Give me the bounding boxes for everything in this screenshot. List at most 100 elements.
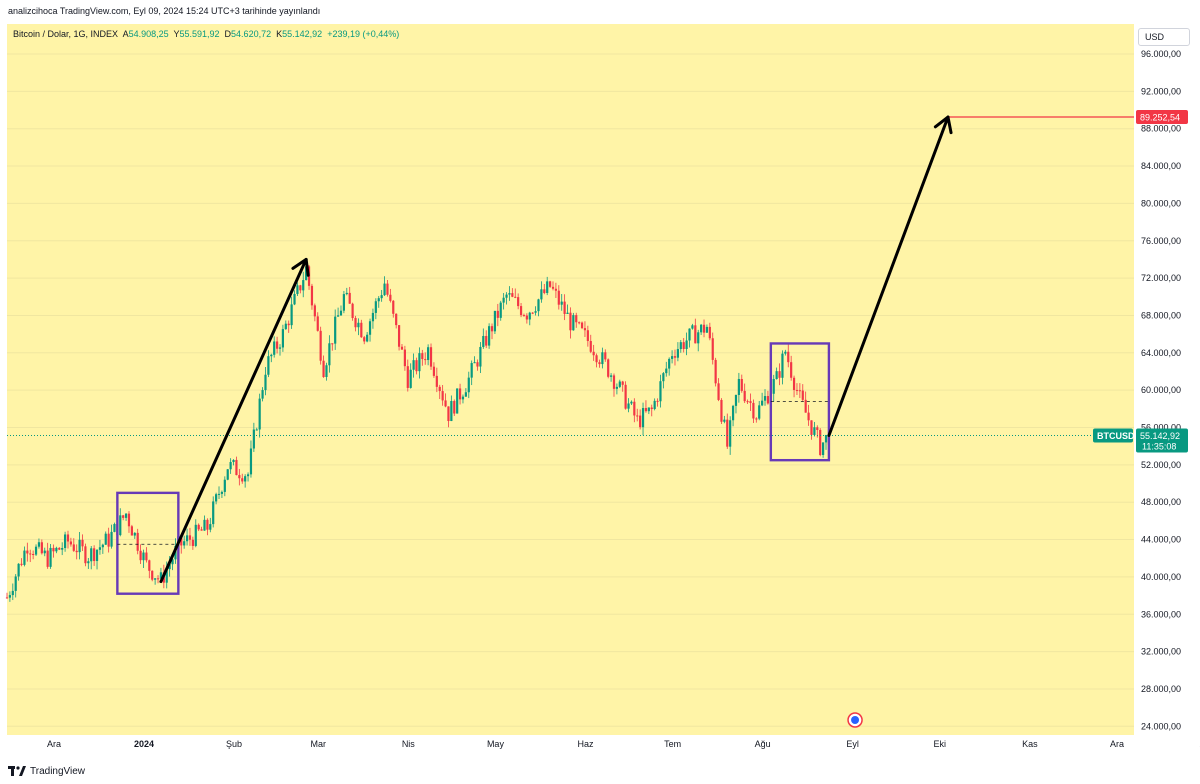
candle-body[interactable] <box>650 407 653 410</box>
candle-body[interactable] <box>490 326 494 332</box>
candle-body[interactable] <box>427 347 430 360</box>
candle-body[interactable] <box>583 328 587 331</box>
candle-body[interactable] <box>66 534 70 542</box>
candle-body[interactable] <box>339 310 343 316</box>
candle-body[interactable] <box>592 351 595 356</box>
candle-body[interactable] <box>531 312 534 314</box>
candle-body[interactable] <box>438 386 441 392</box>
candle-body[interactable] <box>723 419 726 422</box>
candle-body[interactable] <box>165 569 168 583</box>
candle-body[interactable] <box>20 563 23 565</box>
candle-body[interactable] <box>456 388 459 414</box>
candle-body[interactable] <box>511 293 514 297</box>
candle-body[interactable] <box>435 375 438 387</box>
candle-body[interactable] <box>32 554 35 556</box>
candle-body[interactable] <box>322 360 325 378</box>
candle-body[interactable] <box>636 415 639 417</box>
candle-body[interactable] <box>697 332 700 344</box>
candle-body[interactable] <box>734 394 738 406</box>
candle-body[interactable] <box>55 547 58 552</box>
candle-body[interactable] <box>415 360 418 372</box>
candle-body[interactable] <box>819 429 822 455</box>
candle-body[interactable] <box>485 335 488 346</box>
candle-body[interactable] <box>101 544 104 548</box>
candle-body[interactable] <box>296 285 299 294</box>
candle-body[interactable] <box>763 396 767 401</box>
candle-body[interactable] <box>293 293 296 305</box>
candle-body[interactable] <box>458 388 462 400</box>
candle-body[interactable] <box>792 377 796 390</box>
candle-body[interactable] <box>400 346 404 350</box>
candle-body[interactable] <box>267 356 270 375</box>
candle-body[interactable] <box>275 341 279 349</box>
candle-body[interactable] <box>615 386 618 389</box>
candle-body[interactable] <box>726 419 729 447</box>
candle-body[interactable] <box>119 515 122 536</box>
candle-body[interactable] <box>87 561 90 564</box>
candle-body[interactable] <box>273 341 276 355</box>
candle-body[interactable] <box>5 597 9 599</box>
candle-body[interactable] <box>519 306 523 316</box>
candle-body[interactable] <box>749 401 752 403</box>
candle-body[interactable] <box>737 378 740 395</box>
candle-body[interactable] <box>107 533 110 547</box>
candle-body[interactable] <box>700 324 703 333</box>
candle-body[interactable] <box>412 360 415 370</box>
candle-body[interactable] <box>49 547 52 567</box>
candle-body[interactable] <box>113 524 116 532</box>
candle-body[interactable] <box>822 442 825 455</box>
candle-body[interactable] <box>790 362 793 378</box>
projection-arrow-1[interactable] <box>159 257 308 584</box>
candle-body[interactable] <box>563 301 566 314</box>
candle-body[interactable] <box>14 576 17 591</box>
candle-body[interactable] <box>325 365 328 378</box>
candle-body[interactable] <box>778 371 781 378</box>
candle-body[interactable] <box>235 459 238 476</box>
candle-body[interactable] <box>72 544 75 551</box>
candle-body[interactable] <box>180 536 183 546</box>
candle-body[interactable] <box>543 289 546 294</box>
candle-body[interactable] <box>566 312 569 314</box>
candle-body[interactable] <box>688 328 691 341</box>
candle-body[interactable] <box>409 369 412 388</box>
candle-body[interactable] <box>575 315 578 323</box>
candle-body[interactable] <box>639 415 642 428</box>
candle-body[interactable] <box>714 359 717 384</box>
candle-body[interactable] <box>740 378 743 391</box>
candle-body[interactable] <box>653 400 656 410</box>
candle-body[interactable] <box>609 375 613 377</box>
candle-body[interactable] <box>682 342 685 349</box>
candle-body[interactable] <box>255 429 258 431</box>
candle-body[interactable] <box>194 524 197 546</box>
candle-body[interactable] <box>467 377 470 393</box>
candle-body[interactable] <box>720 399 723 422</box>
candle-body[interactable] <box>200 529 203 531</box>
candle-body[interactable] <box>787 351 790 363</box>
candle-body[interactable] <box>354 318 357 328</box>
candle-body[interactable] <box>278 347 282 349</box>
candle-body[interactable] <box>569 312 572 331</box>
candle-body[interactable] <box>258 398 261 430</box>
candle-body[interactable] <box>624 384 627 409</box>
candle-body[interactable] <box>377 298 380 302</box>
candle-body[interactable] <box>731 405 735 421</box>
candle-body[interactable] <box>505 294 508 298</box>
candle-body[interactable] <box>702 324 706 333</box>
candle-body[interactable] <box>607 359 610 377</box>
candle-body[interactable] <box>604 352 607 360</box>
candle-body[interactable] <box>630 401 633 404</box>
candle-body[interactable] <box>557 290 560 305</box>
candle-body[interactable] <box>432 366 436 376</box>
candle-body[interactable] <box>705 326 709 333</box>
candle-body[interactable] <box>313 305 316 317</box>
candle-body[interactable] <box>75 550 78 553</box>
candle-body[interactable] <box>281 329 285 348</box>
candle-body[interactable] <box>641 408 645 428</box>
candle-body[interactable] <box>612 375 616 389</box>
candle-body[interactable] <box>685 340 688 349</box>
candle-body[interactable] <box>386 283 389 295</box>
candle-body[interactable] <box>729 420 732 447</box>
candle-body[interactable] <box>270 354 273 357</box>
candle-body[interactable] <box>546 281 549 294</box>
candle-body[interactable] <box>798 390 801 392</box>
